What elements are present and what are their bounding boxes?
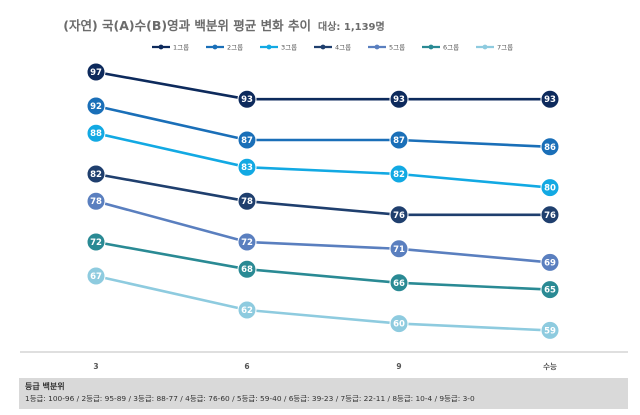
data-label: 93 xyxy=(544,95,556,105)
data-label: 93 xyxy=(241,95,253,105)
data-point xyxy=(86,96,106,116)
data-point xyxy=(86,164,106,184)
chart-title: (자연) 국(A)수(B)영과 백분위 평균 변화 추이 xyxy=(63,18,311,33)
data-point xyxy=(540,178,560,198)
data-label: 72 xyxy=(241,238,253,248)
data-point xyxy=(540,252,560,272)
data-point xyxy=(237,157,257,177)
legend-label: 1그룹 xyxy=(173,43,189,51)
x-axis-ticks: 3 6 9 수능 xyxy=(93,361,557,371)
legend-marker xyxy=(212,44,218,50)
data-point xyxy=(86,62,106,82)
data-point xyxy=(86,266,106,286)
data-point xyxy=(389,205,409,225)
series-line xyxy=(95,104,551,149)
data-point xyxy=(540,280,560,300)
data-point xyxy=(237,130,257,150)
line-chart: (자연) 국(A)수(B)영과 백분위 평균 변화 추이 대상: 1,139명 … xyxy=(20,18,628,371)
data-point xyxy=(237,89,257,109)
series-line xyxy=(95,199,551,264)
data-points: 97 93 93 93 92 87 87 86 88 83 82 80 82 78 76 76 78 72 71 69… xyxy=(86,62,560,340)
data-point xyxy=(86,232,106,252)
data-point xyxy=(389,239,409,259)
legend-item: 3그룹 xyxy=(260,43,297,51)
legend-label: 4그룹 xyxy=(335,43,351,51)
data-point xyxy=(389,314,409,334)
legend-marker xyxy=(266,44,272,50)
footer-title: 등급 백분위 xyxy=(25,382,65,391)
series-line xyxy=(95,131,551,189)
legend-marker xyxy=(482,44,488,50)
data-label: 78 xyxy=(241,197,253,207)
legend-marker xyxy=(158,44,164,50)
series-line xyxy=(95,70,550,101)
legend-label: 6그룹 xyxy=(443,43,459,51)
data-label: 72 xyxy=(90,238,102,248)
data-label: 76 xyxy=(393,211,405,221)
legend-item: 5그룹 xyxy=(368,43,405,51)
data-point xyxy=(540,205,560,225)
legend-item: 6그룹 xyxy=(422,43,459,51)
data-label: 76 xyxy=(544,211,556,221)
data-label: 69 xyxy=(544,258,556,268)
data-label: 86 xyxy=(544,143,556,153)
grade-percentile-footer: 등급 백분위 1등급: 100-96 / 2등급: 95-89 / 3등급: 8… xyxy=(19,378,628,409)
data-label: 68 xyxy=(241,265,253,275)
data-point xyxy=(389,130,409,150)
data-label: 78 xyxy=(90,197,102,207)
data-point xyxy=(237,191,257,211)
data-label: 60 xyxy=(393,320,405,330)
series-lines xyxy=(95,70,551,332)
legend-item: 1그룹 xyxy=(152,43,189,51)
legend-marker xyxy=(428,44,434,50)
data-point xyxy=(540,320,560,340)
legend-item: 2그룹 xyxy=(206,43,243,51)
data-label: 66 xyxy=(393,279,405,289)
data-label: 87 xyxy=(393,136,405,146)
legend-item: 7그룹 xyxy=(476,43,513,51)
legend-label: 7그룹 xyxy=(497,43,513,51)
data-label: 82 xyxy=(90,170,102,180)
data-point xyxy=(389,89,409,109)
data-label: 92 xyxy=(90,102,102,112)
data-label: 83 xyxy=(241,163,253,173)
data-label: 59 xyxy=(544,326,556,336)
data-point xyxy=(86,191,106,211)
data-point xyxy=(540,137,560,157)
x-tick-label: 수능 xyxy=(543,361,557,371)
legend-label: 5그룹 xyxy=(389,43,405,51)
data-label: 82 xyxy=(393,170,405,180)
data-label: 88 xyxy=(90,129,102,139)
x-tick-label: 6 xyxy=(244,362,249,371)
data-label: 67 xyxy=(90,272,102,282)
data-label: 71 xyxy=(393,245,405,255)
data-point xyxy=(389,273,409,293)
x-tick-label: 9 xyxy=(396,362,401,371)
data-point xyxy=(86,123,106,143)
legend: 1그룹 2그룹 3그룹 4그룹 5그룹 6그룹 7그룹 xyxy=(152,43,513,51)
legend-label: 2그룹 xyxy=(227,43,243,51)
series-line xyxy=(95,172,550,217)
data-label: 97 xyxy=(90,68,102,78)
chart-subtitle: 대상: 1,139명 xyxy=(318,20,385,33)
legend-item: 4그룹 xyxy=(314,43,351,51)
data-point xyxy=(237,232,257,252)
data-point xyxy=(389,164,409,184)
data-point xyxy=(237,259,257,279)
series-line xyxy=(95,240,551,291)
legend-marker xyxy=(320,44,326,50)
footer-text: 1등급: 100-96 / 2등급: 95-89 / 3등급: 88-77 / … xyxy=(25,394,475,403)
data-label: 62 xyxy=(241,306,253,316)
x-tick-label: 3 xyxy=(93,362,98,371)
series-line xyxy=(95,274,551,332)
data-label: 93 xyxy=(393,95,405,105)
data-label: 65 xyxy=(544,286,556,296)
legend-label: 3그룹 xyxy=(281,43,297,51)
data-label: 80 xyxy=(544,184,556,194)
data-point xyxy=(540,89,560,109)
legend-marker xyxy=(374,44,380,50)
data-label: 87 xyxy=(241,136,253,146)
data-point xyxy=(237,300,257,320)
